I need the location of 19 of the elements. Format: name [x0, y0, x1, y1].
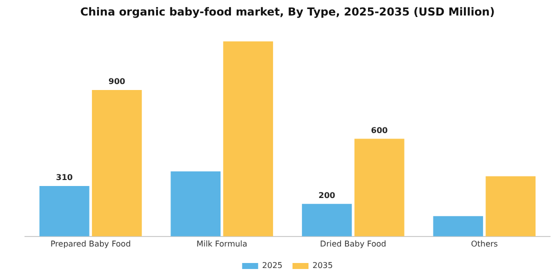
x-tick-label: Others: [470, 239, 498, 248]
x-tick-label: Prepared Baby Food: [50, 239, 131, 248]
legend-label: 2035: [312, 261, 333, 270]
bar: [170, 171, 221, 236]
x-tick-label: Milk Formula: [196, 239, 248, 248]
bar: [92, 90, 142, 236]
bar: [354, 138, 404, 236]
bar: [223, 41, 274, 236]
bar: [302, 204, 352, 236]
bar: [433, 216, 484, 236]
bar: [39, 186, 90, 236]
data-label: 600: [371, 126, 388, 135]
data-label: 310: [56, 173, 74, 182]
data-label: 900: [108, 77, 126, 86]
legend-label: 2025: [262, 261, 282, 270]
chart-title: China organic baby-food market, By Type, 2025-2035 (USD Million): [80, 5, 495, 18]
x-tick-label: Dried Baby Food: [320, 239, 386, 248]
bar: [486, 176, 536, 236]
data-label: 200: [318, 190, 336, 200]
